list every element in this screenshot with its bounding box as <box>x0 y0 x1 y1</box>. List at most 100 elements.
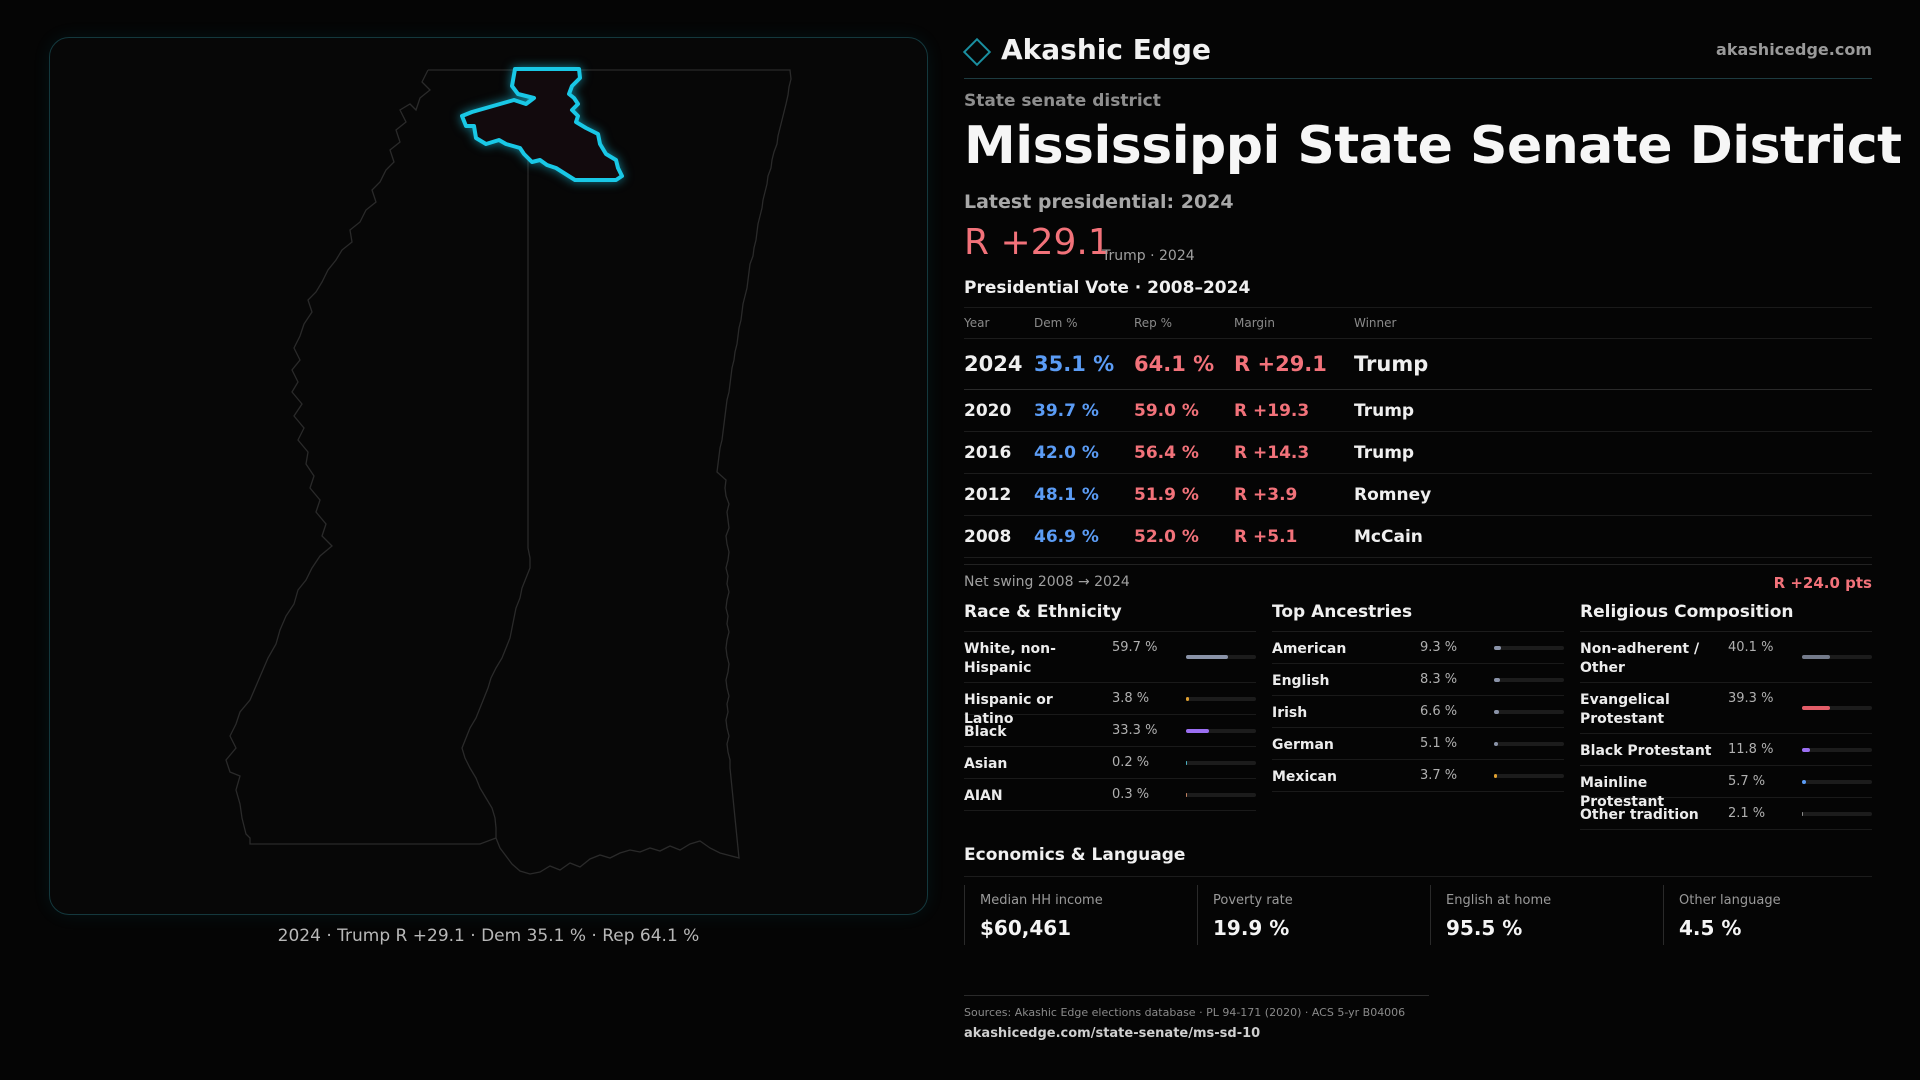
cell-year: 2020 <box>964 401 1012 421</box>
race-section: Race & Ethnicity White, non-Hispanic 59.… <box>964 602 1256 811</box>
econ-card: Poverty rate 19.9 % <box>1197 885 1424 945</box>
religion-label: Other tradition <box>1580 807 1699 823</box>
ancestry-title: Top Ancestries <box>1272 602 1564 632</box>
cell-rep: 59.0 % <box>1134 401 1199 421</box>
econ-value: $60,461 <box>980 916 1072 940</box>
cell-winner: McCain <box>1354 527 1423 547</box>
race-bar <box>1186 729 1256 733</box>
race-value: 33.3 % <box>1112 723 1158 738</box>
race-value: 0.3 % <box>1112 787 1150 802</box>
econ-value: 19.9 % <box>1213 916 1290 940</box>
details-panel: Akashic Edge akashicedge.com State senat… <box>962 0 1920 1080</box>
net-swing-label: Net swing 2008 → 2024 <box>964 574 1130 590</box>
religion-bar-fill <box>1802 780 1806 784</box>
list-item: German 5.1 % <box>1272 728 1564 760</box>
source-link[interactable]: akashicedge.com/state-senate/ms-sd-10 <box>964 1026 1261 1041</box>
list-item: Mexican 3.7 % <box>1272 760 1564 792</box>
vote-table-title: Presidential Vote · 2008–2024 <box>964 278 1251 298</box>
district-10-shape[interactable] <box>460 67 624 182</box>
page-title: Mississippi State Senate District 10 <box>964 116 1920 176</box>
cell-winner: Trump <box>1354 352 1429 376</box>
table-row: 2016 42.0 % 56.4 % R +14.3 Trump <box>964 432 1872 474</box>
table-row: 2008 46.9 % 52.0 % R +5.1 McCain <box>964 516 1872 558</box>
econ-card: Other language 4.5 % <box>1663 885 1890 945</box>
religion-label: Mainline Protestant <box>1580 775 1665 810</box>
religion-bar <box>1802 780 1872 784</box>
econ-label: Median HH income <box>980 893 1103 908</box>
economics-title: Economics & Language <box>964 845 1872 877</box>
state-outline-west <box>225 69 497 845</box>
econ-label: English at home <box>1446 893 1552 908</box>
religion-bar <box>1802 748 1872 752</box>
brand-link[interactable]: akashicedge.com <box>1716 40 1872 59</box>
net-swing-row: Net swing 2008 → 2024 R +24.0 pts <box>964 564 1872 594</box>
list-item: English 8.3 % <box>1272 664 1564 696</box>
ancestry-label: German <box>1272 737 1334 753</box>
diamond-logo-icon <box>962 37 992 67</box>
cell-rep: 64.1 % <box>1134 352 1215 376</box>
religion-label: Non-adherent / Other <box>1580 641 1700 676</box>
headline-margin: R +29.1 <box>964 222 1111 263</box>
district-map[interactable] <box>50 38 928 915</box>
cell-rep: 52.0 % <box>1134 527 1199 547</box>
latest-presidential: Latest presidential: 2024 <box>964 191 1234 213</box>
race-label: White, non-Hispanic <box>964 641 1056 676</box>
race-bar-fill <box>1186 697 1189 701</box>
religion-label: Black Protestant <box>1580 743 1712 759</box>
cell-year: 2012 <box>964 485 1012 505</box>
religion-bar <box>1802 655 1872 659</box>
race-title: Race & Ethnicity <box>964 602 1256 632</box>
ancestry-bar <box>1494 678 1564 682</box>
race-bar <box>1186 793 1256 797</box>
cell-year: 2016 <box>964 443 1012 463</box>
list-item: Hispanic or Latino 3.8 % <box>964 683 1256 727</box>
religion-bar <box>1802 706 1872 710</box>
race-label: Asian <box>964 756 1008 772</box>
cell-margin: R +19.3 <box>1234 401 1310 421</box>
ancestry-value: 5.1 % <box>1420 736 1458 751</box>
econ-label: Poverty rate <box>1213 893 1293 908</box>
table-row: 2020 39.7 % 59.0 % R +19.3 Trump <box>964 390 1872 432</box>
col-year: Year <box>964 316 990 330</box>
race-value: 3.8 % <box>1112 691 1150 706</box>
header: Akashic Edge akashicedge.com <box>962 33 1872 79</box>
ancestry-label: Irish <box>1272 705 1308 721</box>
ancestry-bar-fill <box>1494 774 1497 778</box>
race-bar <box>1186 761 1256 765</box>
ancestry-section: Top Ancestries American 9.3 % English 8.… <box>1272 602 1564 792</box>
cell-rep: 56.4 % <box>1134 443 1199 463</box>
map-caption: 2024 · Trump R +29.1 · Dem 35.1 % · Rep … <box>277 926 700 946</box>
cell-dem: 46.9 % <box>1034 527 1099 547</box>
table-row: 2024 35.1 % 64.1 % R +29.1 Trump <box>964 339 1872 390</box>
cell-year: 2008 <box>964 527 1012 547</box>
race-label: Black <box>964 724 1007 740</box>
religion-label: Evangelical Protestant <box>1580 692 1670 727</box>
race-bar <box>1186 697 1256 701</box>
list-item: Mainline Protestant 5.7 % <box>1580 766 1872 810</box>
religion-section: Religious Composition Non-adherent / Oth… <box>1580 602 1872 830</box>
ancestry-label: English <box>1272 673 1330 689</box>
list-item: Irish 6.6 % <box>1272 696 1564 728</box>
col-margin: Margin <box>1234 316 1275 330</box>
race-bar-fill <box>1186 655 1228 659</box>
race-label: Hispanic or Latino <box>964 692 1053 727</box>
race-bar-fill <box>1186 793 1188 797</box>
cell-rep: 51.9 % <box>1134 485 1199 505</box>
econ-card: English at home 95.5 % <box>1430 885 1657 945</box>
cell-dem: 39.7 % <box>1034 401 1099 421</box>
ancestry-bar-fill <box>1494 646 1501 650</box>
cell-year: 2024 <box>964 352 1023 376</box>
cell-margin: R +5.1 <box>1234 527 1298 547</box>
sources-text: Sources: Akashic Edge elections database… <box>964 1006 1406 1019</box>
ancestry-bar <box>1494 710 1564 714</box>
econ-value: 95.5 % <box>1446 916 1523 940</box>
map-panel[interactable] <box>49 37 928 915</box>
list-item: Black Protestant 11.8 % <box>1580 734 1872 766</box>
ancestry-bar <box>1494 742 1564 746</box>
headline-margin-sub: Trump · 2024 <box>1102 248 1195 264</box>
list-item: Asian 0.2 % <box>964 747 1256 779</box>
col-winner: Winner <box>1354 316 1397 330</box>
religion-bar-fill <box>1802 655 1831 659</box>
list-item: Other tradition 2.1 % <box>1580 798 1872 830</box>
religion-bar-fill <box>1802 812 1804 816</box>
